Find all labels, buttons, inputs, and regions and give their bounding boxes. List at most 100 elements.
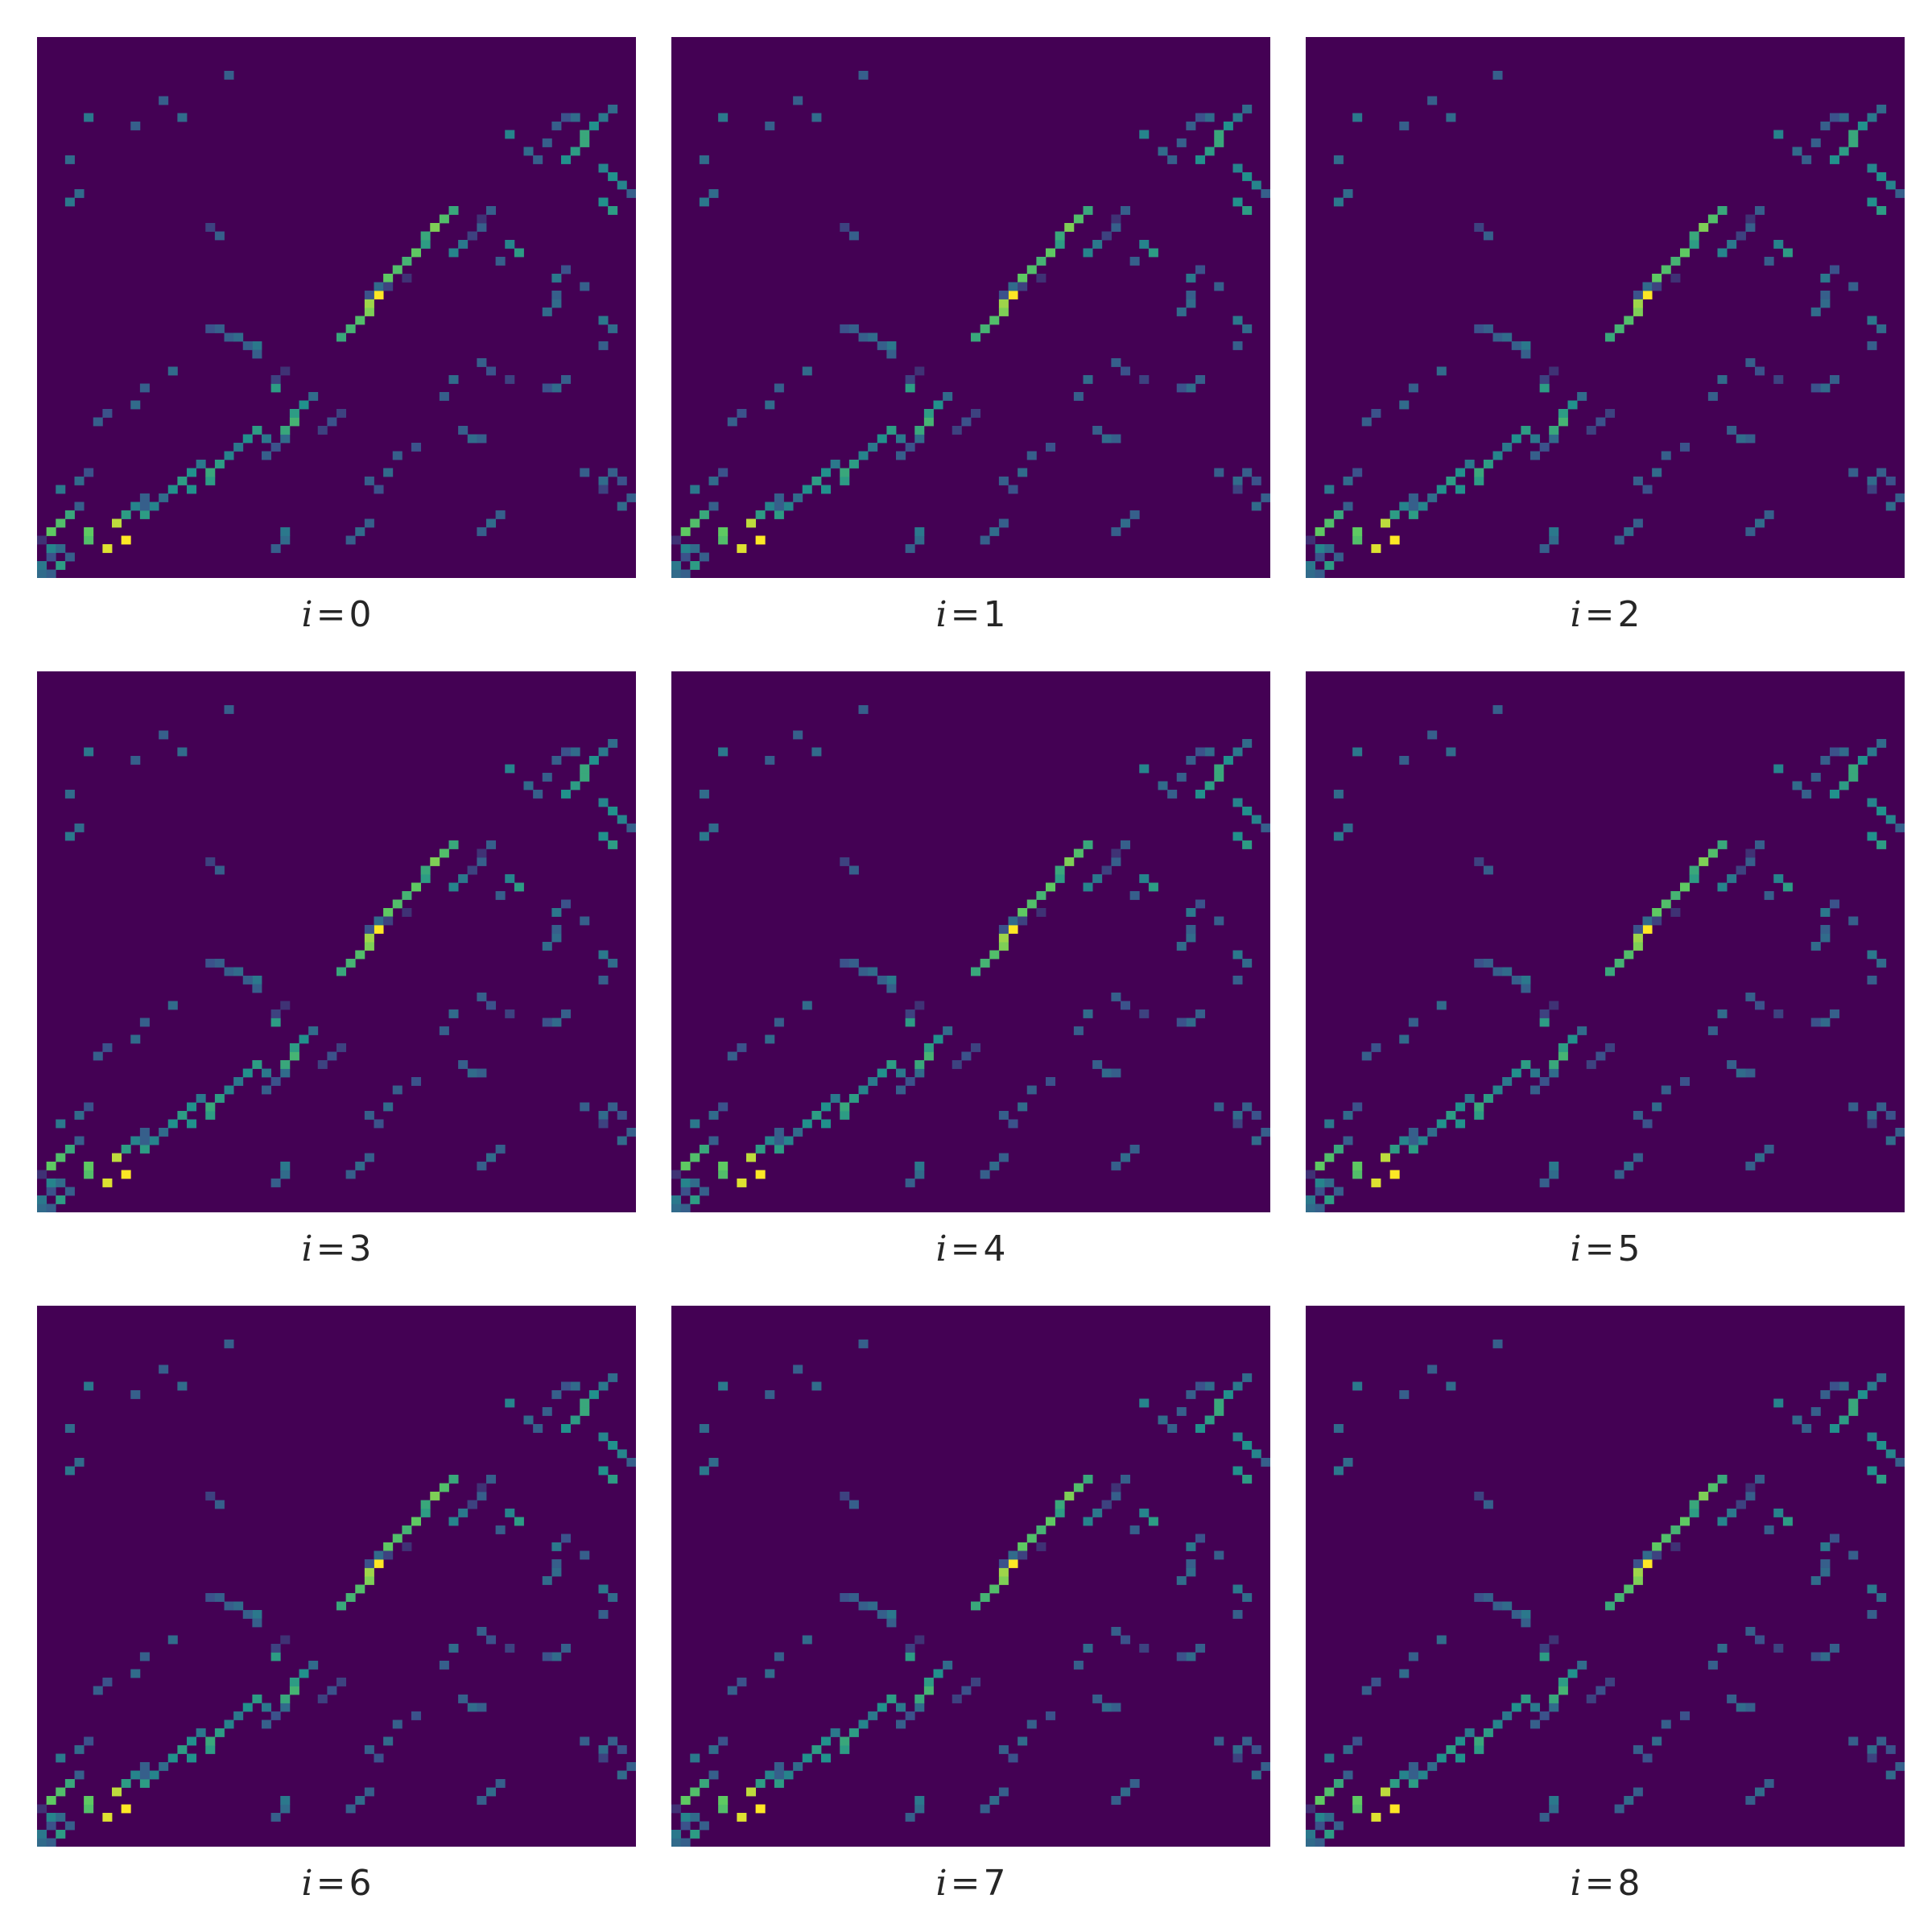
heatmap-cell <box>923 1686 934 1695</box>
heatmap-cell <box>1558 409 1568 418</box>
heatmap-panel-8: i=8 <box>1306 1306 1905 1901</box>
heatmap-cell <box>1474 1593 1484 1602</box>
heatmap-cell <box>252 1610 262 1619</box>
heatmap-cell <box>1483 1500 1493 1509</box>
heatmap-cell <box>262 1719 272 1729</box>
heatmap-cell <box>971 409 981 418</box>
heatmap-cell <box>886 976 897 985</box>
heatmap-cell <box>1343 1745 1353 1754</box>
heatmap-cell <box>130 502 141 511</box>
heatmap-cell <box>252 1618 262 1628</box>
heatmap-cell <box>1474 477 1484 485</box>
heatmap-cell <box>699 1424 709 1433</box>
heatmap-cell <box>1539 544 1550 553</box>
heatmap-cell <box>1261 493 1270 502</box>
heatmap-cell <box>1539 1018 1550 1027</box>
heatmap-cell <box>1549 535 1559 545</box>
heatmap-cell <box>1018 908 1028 917</box>
heatmap-cell <box>1073 848 1084 858</box>
heatmap-cell <box>84 1796 94 1805</box>
heatmap-cell <box>718 113 729 122</box>
heatmap-cell <box>1176 1018 1187 1027</box>
heatmap-cell <box>617 477 627 485</box>
heatmap-cell <box>1408 383 1418 393</box>
heatmap-cell <box>336 332 347 342</box>
heatmap-cell <box>1614 959 1624 968</box>
heatmap-cell <box>1195 375 1206 384</box>
heatmap-cell <box>1408 1779 1418 1788</box>
heatmap-cell <box>617 1770 627 1780</box>
heatmap-cell <box>1186 299 1196 308</box>
heatmap-cell <box>1661 1719 1671 1729</box>
heatmap-cell <box>56 485 66 494</box>
heatmap-cell <box>765 1136 775 1146</box>
heatmap-cell <box>598 1432 609 1442</box>
heatmap-cell <box>1764 1145 1774 1154</box>
heatmap-cell <box>1232 341 1243 350</box>
heatmap-cell <box>1755 366 1765 376</box>
heatmap-cell <box>1830 790 1840 799</box>
heatmap-cell <box>1232 113 1243 122</box>
heatmap-cell <box>289 1043 299 1052</box>
heatmap-cell <box>708 824 719 832</box>
heatmap-cell <box>1232 477 1243 485</box>
heatmap-cell <box>345 324 356 333</box>
heatmap-cell <box>383 1542 394 1551</box>
heatmap-cell <box>896 1068 906 1078</box>
heatmap-cell <box>1782 248 1793 258</box>
heatmap-cell <box>1186 1567 1196 1577</box>
heatmap-cell <box>130 1390 141 1399</box>
heatmap-cell <box>224 71 234 80</box>
heatmap-cell <box>588 756 599 765</box>
heatmap-cell <box>1036 891 1046 900</box>
heatmap-cell <box>1352 747 1363 757</box>
heatmap-cell <box>280 366 291 376</box>
heatmap-cell <box>139 1128 150 1137</box>
heatmap-cell <box>93 1051 103 1061</box>
heatmap-cell <box>551 925 562 934</box>
heatmap-cell <box>914 1162 925 1170</box>
heatmap-cell <box>130 1136 141 1146</box>
heatmap-cell <box>205 1102 216 1112</box>
heatmap-cell <box>1558 1051 1568 1061</box>
heatmap-cell <box>802 1753 812 1763</box>
heatmap-cell <box>1455 1753 1466 1763</box>
heatmap-cell <box>914 1796 925 1805</box>
heatmap-cell <box>505 1398 515 1408</box>
heatmap-cell <box>1633 1567 1643 1577</box>
heatmap-cell <box>905 1018 915 1027</box>
heatmap-cell <box>486 1787 497 1797</box>
heatmap-cell <box>1614 324 1624 333</box>
heatmap-cell <box>159 493 169 502</box>
heatmap-cell <box>1558 1043 1568 1052</box>
heatmap-cell <box>252 1060 262 1069</box>
heatmap-cell <box>1895 1458 1905 1467</box>
heatmap-cell <box>1689 865 1699 875</box>
heatmap-cell <box>64 510 75 519</box>
heatmap-cell <box>1446 1111 1456 1120</box>
heatmap-cell <box>699 1145 709 1154</box>
heatmap-cell <box>64 1187 75 1196</box>
heatmap-cell <box>1092 1060 1103 1069</box>
heatmap-cell <box>1333 1821 1344 1831</box>
heatmap-cell <box>998 1787 1009 1797</box>
heatmap-cell <box>37 1804 47 1814</box>
heatmap-cell <box>989 527 1000 536</box>
heatmap-cell <box>84 1170 94 1179</box>
panel-caption: i=6 <box>37 1866 636 1901</box>
heatmap-plot-5 <box>1306 671 1905 1212</box>
heatmap-cell <box>1848 1736 1859 1746</box>
heatmap-cell <box>1223 756 1233 765</box>
heatmap-cell <box>1773 130 1784 139</box>
heatmap-cell <box>1830 899 1840 909</box>
heatmap-cell <box>998 518 1009 528</box>
heatmap-cell <box>718 1804 729 1814</box>
heatmap-cell <box>840 1102 850 1112</box>
heatmap-cell <box>1129 1145 1140 1154</box>
heatmap-cell <box>205 1736 216 1746</box>
heatmap-cell <box>727 1686 737 1695</box>
heatmap-cell <box>139 1018 150 1027</box>
heatmap-cell <box>914 1804 925 1814</box>
heatmap-cell <box>1876 1102 1887 1112</box>
heatmap-cell <box>1521 1060 1531 1069</box>
